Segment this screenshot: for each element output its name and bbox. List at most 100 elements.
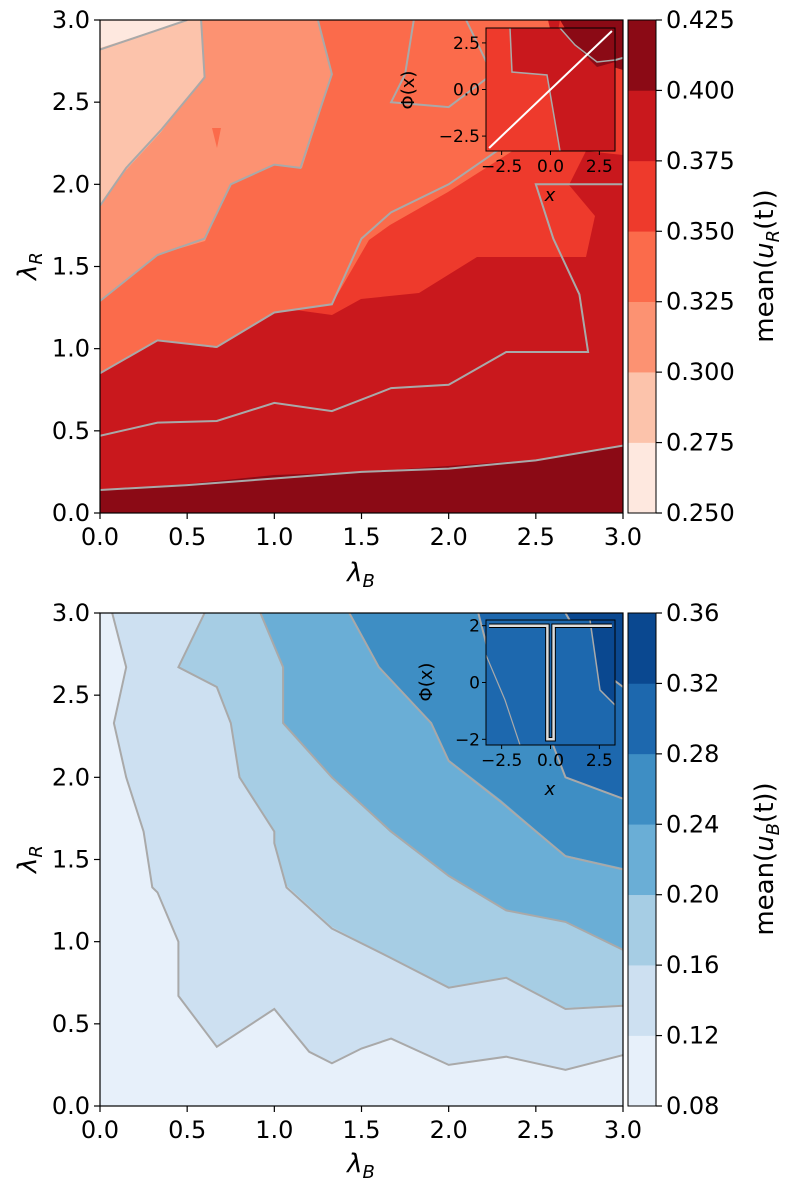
y-tick-label: 0.5 (52, 1010, 90, 1038)
colorbar-tick-label: 0.300 (666, 358, 735, 386)
x-tick-label: 0.0 (81, 523, 119, 551)
colorbar-segment (628, 824, 656, 896)
x-tick-label: 2.5 (517, 523, 555, 551)
contour-line-0.425 (100, 444, 623, 491)
colorbar-tick-label: 0.12 (666, 1022, 719, 1050)
x-tick-label: 1.5 (342, 523, 380, 551)
contour-line-0.4 (100, 183, 623, 437)
colorbar-segment (628, 965, 656, 1036)
y-tick-label: 1.0 (52, 928, 90, 956)
top-inset-contour-2 (559, 28, 615, 63)
contour-line-0.12 (111, 613, 623, 1071)
top-fill-level-0.275 (100, 20, 205, 206)
bottom-colorbar: 0.08 0.12 0.16 0.20 0.24 0.28 0.32 0.36 (627, 599, 719, 1120)
inset-y-tick-label: −2.5 (439, 127, 480, 147)
x-tick-label: 2.0 (430, 523, 468, 551)
inset-x-tick-label: 2.5 (586, 157, 613, 177)
inset-x-tick-label: 2.5 (586, 751, 613, 771)
colorbar-segment (628, 613, 656, 684)
top-inset-contour (509, 28, 561, 151)
y-tick-label: 2.0 (52, 763, 90, 791)
inset-x-tick-label: 0.0 (537, 157, 564, 177)
top-colorbar-label: mean(uR(t)) (750, 189, 784, 343)
colorbar-tick-label: 0.28 (666, 740, 719, 768)
top-colorbar: 0.250 0.275 0.300 0.325 0.350 0.375 0.400 0.425 (627, 6, 735, 527)
contour-line-0.24 (348, 613, 623, 871)
colorbar-frame (627, 612, 657, 1107)
top-x-axis-label: λB (345, 558, 375, 592)
top-x-axis: 0.0 0.5 1.0 1.5 2.0 2.5 3.0 (81, 513, 642, 551)
top-fill-level-0.375-island (212, 128, 221, 148)
bottom-x-axis-label: λB (345, 1149, 375, 1183)
inset-y-tick-label: 0.0 (453, 81, 480, 101)
bottom-inset: −2.5 0.0 2.5 −2 0 2 x Φ(x) (416, 617, 616, 800)
bottom-x-axis: 0.0 0.5 1.0 1.5 2.0 2.5 3.0 (81, 1106, 642, 1144)
x-tick-label: 3.0 (604, 1116, 642, 1144)
y-tick-label: 0.0 (52, 1092, 90, 1120)
bottom-colorbar-label: mean(uB(t)) (750, 782, 784, 935)
bottom-inset-region (590, 620, 615, 705)
y-tick-label: 2.5 (52, 681, 90, 709)
colorbar-tick-label: 0.16 (666, 951, 719, 979)
colorbar-segment (628, 894, 656, 966)
colorbar-tick-label: 0.08 (666, 1092, 719, 1120)
colorbar-segment (628, 753, 656, 825)
colorbar-segment (628, 683, 656, 755)
colorbar-segment (628, 90, 656, 162)
colorbar-tick-label: 0.36 (666, 599, 719, 627)
colorbar-segment (628, 372, 656, 443)
top-y-axis-label: λR (13, 252, 47, 282)
y-tick-label: 0.0 (52, 499, 90, 527)
colorbar-tick-label: 0.350 (666, 217, 735, 245)
x-tick-label: 1.0 (255, 523, 293, 551)
top-panel: 0.0 0.5 1.0 1.5 2.0 2.5 3.0 0.0 0.5 1.0 1.5 2.0 2.5… (13, 6, 784, 592)
bottom-y-axis: 0.0 0.5 1.0 1.5 2.0 2.5 3.0 (52, 599, 100, 1120)
top-fill-level-0.400 (100, 446, 623, 513)
x-tick-label: 0.0 (81, 1116, 119, 1144)
colorbar-tick-label: 0.375 (666, 147, 735, 175)
colorbar-segment (628, 1035, 656, 1107)
contour-line-0.35 (100, 20, 333, 302)
bottom-inset-contour-2 (486, 654, 521, 745)
top-inset-axes: −2.5 0.0 2.5 −2.5 0.0 2.5 (439, 34, 613, 177)
colorbar-tick-label: 0.400 (666, 76, 735, 104)
bottom-inset-contour (589, 620, 615, 706)
y-tick-label: 3.0 (52, 6, 90, 34)
bottom-y-axis-label: λR (13, 845, 47, 875)
y-tick-label: 0.5 (52, 417, 90, 445)
bottom-panel: 0.0 0.5 1.0 1.5 2.0 2.5 3.0 0.0 0.5 1.0 1.5 2.0 2.5… (13, 599, 784, 1183)
colorbar-segment (628, 20, 656, 91)
x-tick-label: 2.0 (430, 1116, 468, 1144)
x-tick-label: 3.0 (604, 523, 642, 551)
contour-line-0.3 (100, 20, 188, 51)
y-tick-label: 1.5 (52, 846, 90, 874)
x-tick-label: 2.5 (517, 1116, 555, 1144)
bottom-inset-y-label: Φ(x) (416, 663, 437, 702)
contour-line-0.16 (177, 613, 623, 1011)
inset-x-tick-label: −2.5 (481, 751, 522, 771)
inset-x-tick-label: −2.5 (481, 157, 522, 177)
x-tick-label: 0.5 (168, 1116, 206, 1144)
y-tick-label: 1.5 (52, 253, 90, 281)
contour-line-0.325 (100, 20, 206, 207)
colorbar-tick-label: 0.32 (666, 669, 719, 697)
top-inset-region-dark (560, 28, 615, 67)
x-tick-label: 0.5 (168, 523, 206, 551)
colorbar-segment (628, 231, 656, 303)
colorbar-segment (628, 301, 656, 373)
top-inset-curve (488, 30, 613, 149)
colorbar-tick-label: 0.275 (666, 429, 735, 457)
y-tick-label: 2.5 (52, 88, 90, 116)
top-inset-y-label: Φ(x) (398, 71, 419, 110)
bottom-inset-axes: −2.5 0.0 2.5 −2 0 2 (455, 617, 613, 771)
bottom-inset-x-label: x (544, 779, 556, 800)
colorbar-tick-label: 0.325 (666, 288, 735, 316)
colorbar-tick-label: 0.250 (666, 499, 735, 527)
bottom-inset-curve (489, 624, 612, 741)
colorbar-tick-label: 0.20 (666, 881, 719, 909)
top-inset: −2.5 0.0 2.5 −2.5 0.0 2.5 x Φ(x) (398, 27, 616, 206)
top-inset-x-label: x (544, 185, 556, 206)
inset-y-tick-label: 2.5 (453, 34, 480, 54)
colorbar-segment (628, 442, 656, 514)
